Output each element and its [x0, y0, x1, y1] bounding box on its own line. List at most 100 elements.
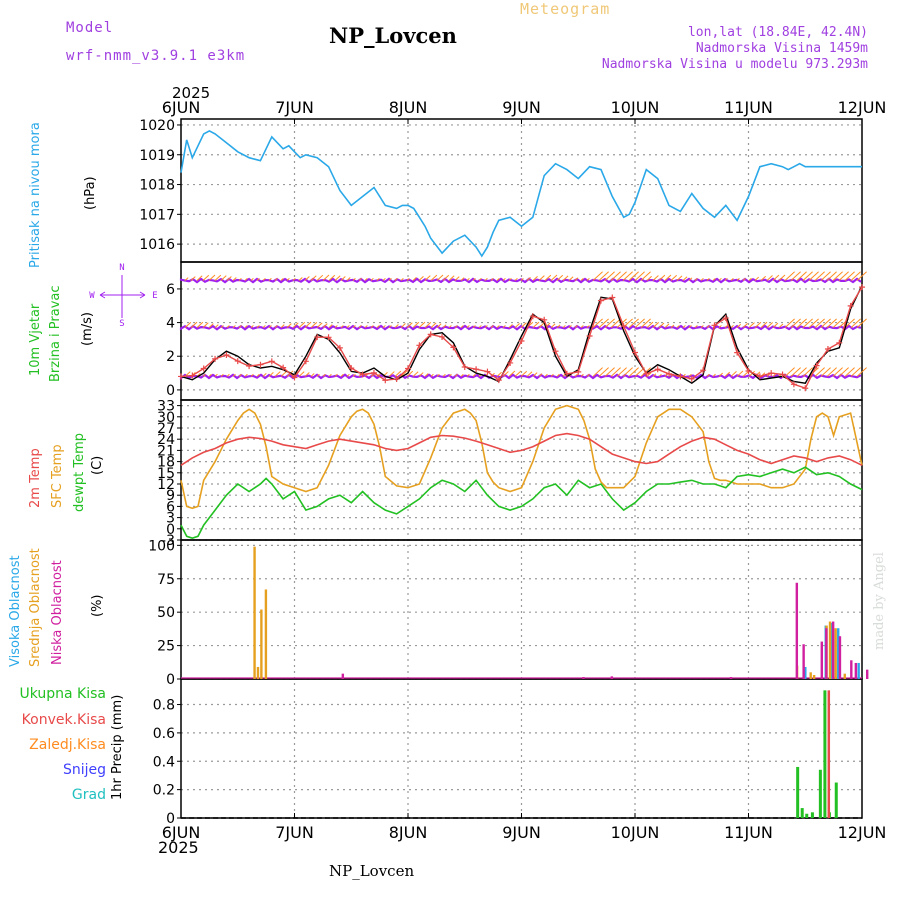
wind-barb [844, 367, 855, 377]
wind-barb [640, 318, 651, 329]
wind-barb [616, 318, 627, 329]
wind-gust-marker [802, 385, 809, 392]
wind-barb [532, 321, 540, 329]
wind-barb [784, 271, 795, 281]
wind-barb [628, 367, 639, 377]
precip-bar [796, 766, 800, 818]
mid-cloud-label: Srednja Oblacnost [28, 548, 43, 667]
wind-barb [538, 275, 545, 281]
wind-barb [406, 277, 410, 281]
wind-barb [724, 277, 728, 281]
y-tick-label: 25 [157, 639, 175, 655]
cloud-bar [610, 676, 614, 679]
wind-barb [340, 373, 344, 377]
wind-barb [502, 371, 509, 377]
wind-barb [346, 325, 350, 329]
wind-barb [508, 324, 513, 329]
wind-barb [808, 318, 819, 329]
model-altitude-label: Nadmorska Visina u modelu 973.293m [601, 57, 868, 72]
wind-gust-marker [609, 294, 616, 301]
wind-barb [616, 367, 627, 377]
wind-barb [190, 276, 196, 281]
x-tick-label-bottom: 8JUN [389, 823, 428, 842]
model-label: Model [66, 20, 114, 36]
cloud-bar [857, 662, 860, 679]
y-tick-label: 18 [157, 455, 175, 471]
y-tick-label: 27 [157, 421, 175, 437]
wind-gust-marker [518, 338, 525, 345]
wind-barb [658, 373, 662, 377]
precip-total-label: Ukupna Kisa [19, 686, 106, 702]
wind-barb [430, 274, 438, 281]
wind-gust-marker [348, 365, 355, 372]
wind-barb [400, 370, 408, 377]
wind-barb [256, 277, 260, 281]
wind-barb [544, 274, 552, 281]
y-tick-label: 24 [157, 432, 175, 448]
wind-barb [658, 322, 665, 329]
wind-barb [802, 271, 813, 281]
y-tick-label: 3 [166, 511, 175, 527]
low-cloud-label: Niska Oblacnost [50, 560, 65, 665]
wind-barb [298, 371, 305, 377]
wind-gust-marker [416, 342, 423, 349]
x-tick-label-top: 7JUN [275, 98, 314, 117]
wind-barb [562, 325, 566, 329]
wind-barb [340, 276, 346, 281]
wind-gust-marker [439, 333, 446, 340]
wind-barb [628, 271, 639, 281]
wind-barb [472, 373, 476, 377]
wind-gust-marker [734, 349, 741, 356]
wind-barb [856, 367, 867, 377]
wind-barb [412, 371, 419, 377]
pressure-unit: (hPa) [83, 176, 98, 210]
model-name: wrf-nmm_v3.9.1 e3km [66, 48, 246, 64]
year-bottom: 2025 [158, 838, 199, 857]
wind-barb [496, 371, 502, 377]
wind-barb [562, 275, 569, 281]
wind-barb [250, 325, 254, 329]
wind-barb [832, 271, 843, 281]
wind-barb [586, 373, 590, 377]
cloud-bar [837, 628, 840, 679]
wind-barb [370, 373, 374, 377]
wind-barb [478, 277, 482, 281]
wind-gust-marker [507, 359, 514, 366]
wind-gust-marker [620, 323, 627, 330]
wind-gust-marker [314, 334, 321, 341]
wind-gust-marker [405, 365, 411, 372]
wind-barb [232, 325, 236, 329]
wind-barb [688, 373, 692, 377]
wind-barb [826, 271, 837, 281]
wind-gust-marker [246, 363, 253, 370]
wind-barb [676, 325, 680, 329]
wind-barb [262, 325, 266, 329]
wind-subtitle: Brzina i Pravac [48, 285, 63, 382]
wind-barb [214, 274, 222, 281]
wind-barb [694, 325, 698, 329]
wind-barb [490, 277, 494, 281]
wind-barb [718, 277, 722, 281]
cloud-bar [795, 582, 799, 679]
wind-gust-marker [575, 368, 582, 375]
wind-barb [214, 324, 219, 329]
wind-barb [280, 324, 285, 329]
wind-barb [352, 277, 356, 281]
wind-barb [796, 367, 807, 377]
wind-barb [598, 271, 609, 281]
wind-barb [688, 325, 692, 329]
cloud-bar [825, 628, 828, 679]
wind-barb [496, 325, 500, 329]
x-tick-label-top: 9JUN [502, 98, 541, 117]
wind-barb [670, 324, 675, 329]
y-tick-label: 33 [157, 399, 175, 415]
wind-gust-marker [529, 313, 536, 320]
y-tick-label: 15 [157, 466, 175, 482]
wind-gust-marker [768, 370, 775, 377]
wind-barb [604, 367, 615, 377]
wind-barb [730, 371, 737, 377]
wind-barb [478, 325, 482, 329]
wind-barb [772, 322, 779, 329]
wind-barb [640, 271, 651, 281]
wind-barb [742, 277, 746, 281]
